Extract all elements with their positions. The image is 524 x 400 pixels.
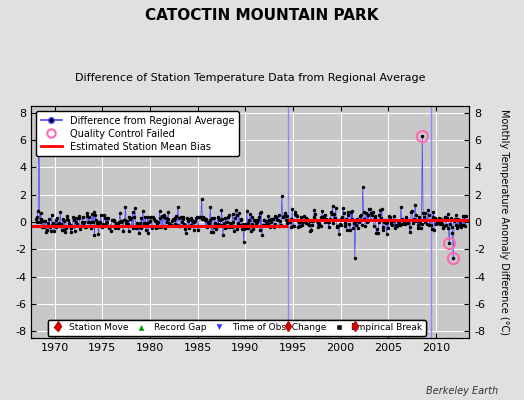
Legend: Station Move, Record Gap, Time of Obs. Change, Empirical Break: Station Move, Record Gap, Time of Obs. C…: [48, 320, 426, 336]
Title: Difference of Station Temperature Data from Regional Average: Difference of Station Temperature Data f…: [75, 73, 425, 83]
Text: Berkeley Earth: Berkeley Earth: [425, 386, 498, 396]
Y-axis label: Monthly Temperature Anomaly Difference (°C): Monthly Temperature Anomaly Difference (…: [499, 109, 509, 335]
Text: CATOCTIN MOUNTAIN PARK: CATOCTIN MOUNTAIN PARK: [145, 8, 379, 23]
